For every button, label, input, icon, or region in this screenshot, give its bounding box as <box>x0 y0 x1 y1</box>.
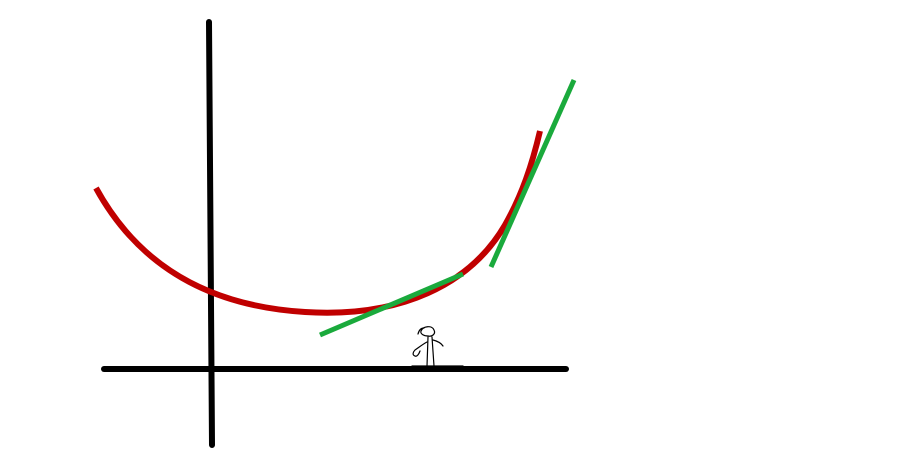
figure-head <box>420 326 436 337</box>
tangent-line-lower <box>319 271 464 338</box>
tangent-lines <box>319 78 577 338</box>
axes <box>101 19 569 448</box>
y-axis <box>206 19 215 448</box>
convex-curve <box>93 130 543 316</box>
figure-arm-right <box>432 339 444 347</box>
figure-hair <box>417 327 425 335</box>
figure-body <box>426 336 435 367</box>
figure-arm <box>412 341 428 357</box>
stick-figure <box>411 326 464 367</box>
tangent-line-upper <box>488 78 577 269</box>
